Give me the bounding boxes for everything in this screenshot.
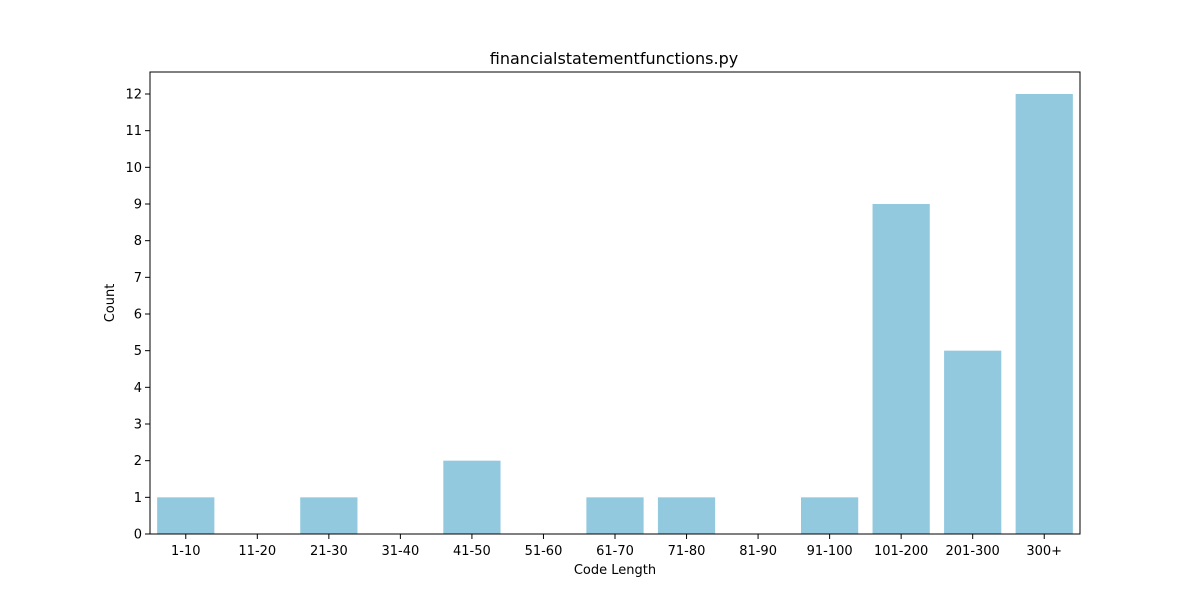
x-tick-label: 41-50 bbox=[453, 544, 491, 559]
x-tick-label: 11-20 bbox=[238, 544, 276, 559]
y-axis-label: Count bbox=[103, 284, 118, 323]
bar-1-10 bbox=[157, 497, 215, 534]
y-tick-label: 12 bbox=[125, 88, 142, 103]
bar-91-100 bbox=[801, 497, 859, 534]
y-tick-label: 8 bbox=[134, 234, 142, 249]
y-tick-label: 7 bbox=[134, 271, 142, 286]
x-tick-label: 1-10 bbox=[171, 544, 201, 559]
x-tick-label: 201-300 bbox=[946, 544, 1000, 559]
y-tick-label: 11 bbox=[125, 124, 142, 139]
bar-201-300 bbox=[944, 350, 1002, 534]
x-tick-label: 61-70 bbox=[596, 544, 634, 559]
plot-area bbox=[157, 94, 1073, 534]
bar-300+ bbox=[1015, 94, 1073, 534]
y-tick-label: 6 bbox=[134, 308, 142, 323]
x-axis: 1-10 11-20 21-30 31-40 41-50 51-60 61-70 71-80 8… bbox=[171, 534, 1062, 559]
bar-71-80 bbox=[657, 497, 716, 534]
bar-21-30 bbox=[300, 497, 358, 534]
bar-41-50 bbox=[443, 460, 501, 534]
bar-101-200 bbox=[872, 204, 930, 534]
x-tick-label: 31-40 bbox=[381, 544, 419, 559]
y-tick-label: 10 bbox=[125, 161, 142, 176]
x-tick-label: 21-30 bbox=[310, 544, 348, 559]
x-tick-label: 81-90 bbox=[739, 544, 777, 559]
x-axis-label: Code Length bbox=[574, 563, 656, 578]
x-tick-label: 300+ bbox=[1026, 544, 1062, 559]
y-tick-label: 4 bbox=[134, 381, 142, 396]
bar-61-70 bbox=[586, 497, 644, 534]
y-tick-label: 2 bbox=[134, 454, 142, 469]
x-tick-label: 71-80 bbox=[668, 544, 706, 559]
x-tick-label: 101-200 bbox=[874, 544, 928, 559]
y-tick-label: 1 bbox=[134, 491, 142, 506]
chart-title: financialstatementfunctions.py bbox=[490, 49, 738, 68]
x-tick-label: 91-100 bbox=[807, 544, 853, 559]
y-tick-label: 5 bbox=[134, 344, 142, 359]
x-tick-label: 51-60 bbox=[525, 544, 563, 559]
y-tick-label: 0 bbox=[134, 528, 142, 543]
y-tick-label: 3 bbox=[134, 418, 142, 433]
y-tick-label: 9 bbox=[134, 198, 142, 213]
